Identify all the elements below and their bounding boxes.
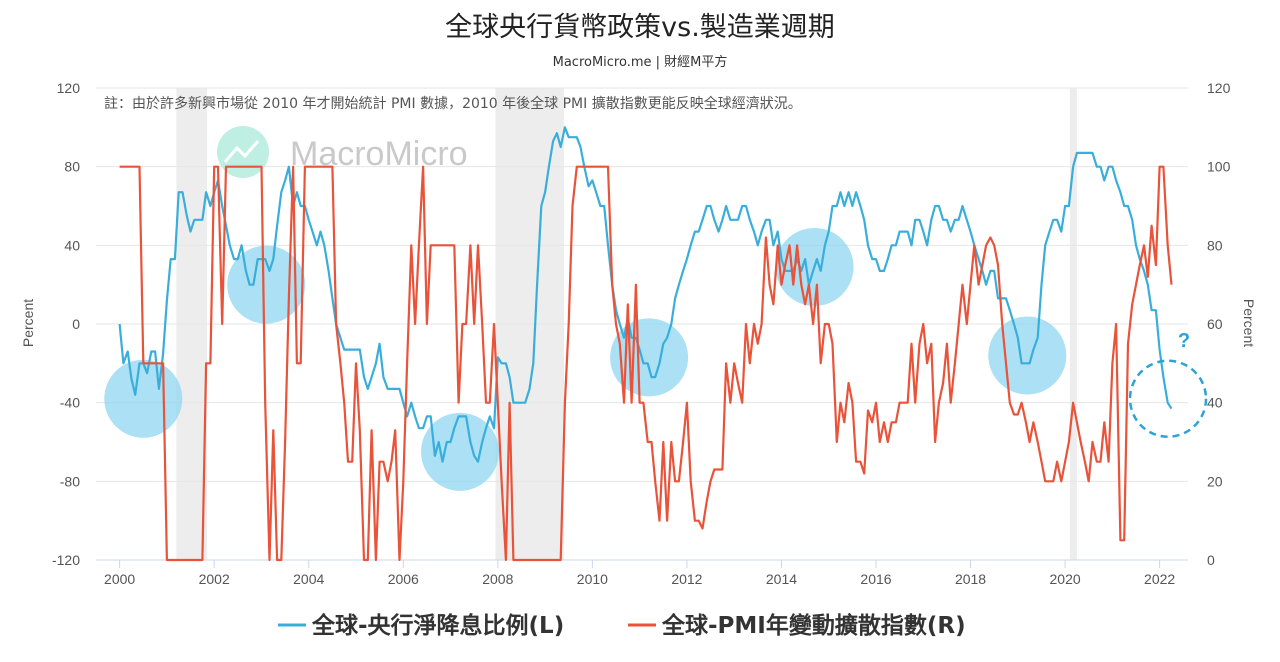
x-tick-label: 2006 [388,571,419,587]
watermark-chart-icon [223,140,260,163]
left-tick-label: 40 [64,237,80,253]
x-tick-label: 2002 [199,571,230,587]
right-tick-label: 100 [1207,159,1231,175]
left-tick-label: -40 [60,395,80,411]
x-tick-label: 2020 [1050,571,1081,587]
right-tick-label: 40 [1207,395,1223,411]
x-tick-label: 2012 [671,571,702,587]
forecast-circle [1128,359,1208,438]
left-tick-label: 0 [72,316,80,332]
highlight-circle-2 [421,412,499,491]
x-tick-label: 2010 [577,571,608,587]
left-tick-label: 120 [57,80,81,96]
left-axis-ticks: -120 -80 -40 0 40 80 120 [52,80,80,568]
legend-label-left: 全球-央行淨降息比例(L) [311,612,564,639]
left-tick-label: 80 [64,159,80,175]
x-axis-ticks: 2000 2002 2004 2006 2008 2010 2012 2014 2016 2018… [104,560,1175,587]
legend: 全球-央行淨降息比例(L) 全球-PMI年變動擴散指數(R) [278,612,966,639]
highlight-circle-5 [988,316,1067,395]
right-tick-label: 60 [1207,316,1223,332]
right-tick-label: 80 [1207,237,1223,253]
x-tick-label: 2016 [860,571,891,587]
left-tick-label: -80 [60,473,80,489]
x-tick-label: 2018 [955,571,986,587]
chart-title: 全球央行貨幣政策vs.製造業週期 [445,12,835,43]
highlight-circles [104,227,1067,491]
forecast-annotation: ? [1128,330,1208,438]
right-tick-label: 20 [1207,473,1223,489]
left-tick-label: -120 [52,552,80,568]
right-axis-ticks: 0 20 40 60 80 100 120 [1207,80,1231,568]
right-tick-label: 0 [1207,552,1215,568]
question-mark: ? [1178,330,1190,352]
chart-subtitle: MacroMicro.me | 財經M平方 [553,54,728,70]
x-tick-label: 2004 [293,571,324,587]
x-tick-label: 2014 [766,571,797,587]
left-axis-title: Percent [20,299,36,347]
right-axis-title: Percent [1241,299,1257,347]
x-tick-label: 2022 [1144,571,1175,587]
series-line-left [118,126,1173,463]
x-tick-label: 2000 [104,571,135,587]
x-tick-label: 2008 [482,571,513,587]
legend-label-right: 全球-PMI年變動擴散指數(R) [661,612,966,639]
watermark: MacroMicro [217,126,468,178]
legend-item-right[interactable]: 全球-PMI年變動擴散指數(R) [628,612,966,639]
series-line-right [119,165,1173,562]
right-tick-label: 120 [1207,80,1231,96]
series-lines [118,126,1173,562]
legend-item-left[interactable]: 全球-央行淨降息比例(L) [278,612,564,639]
chart-note: 註：由於許多新興市場從 2010 年才開始統計 PMI 數據，2010 年後全球… [104,95,802,112]
highlight-circle-1 [227,245,306,324]
highlight-circle-0 [104,359,183,438]
